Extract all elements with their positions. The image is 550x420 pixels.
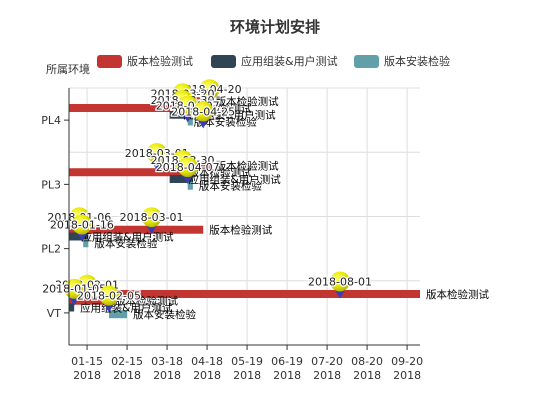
mark-point[interactable]: 2018-04-07 — [155, 156, 221, 184]
bar-label: 版本检验测试 — [189, 166, 252, 179]
x-tick-label: 02-15 — [111, 355, 143, 368]
pin-head — [71, 214, 92, 235]
x-tick-label-year: 2018 — [393, 369, 421, 382]
legend-label: 版本检验测试 — [127, 54, 193, 68]
bar-label: 版本安装检验 — [94, 237, 157, 250]
gantt-bar[interactable] — [69, 225, 204, 234]
pin-label: 2018-04-25 — [171, 105, 235, 118]
x-tick-label: 08-20 — [351, 355, 383, 368]
gantt-bar[interactable] — [169, 174, 193, 183]
bar-label: 应用组装&用户测试 — [189, 173, 282, 186]
gantt-bar[interactable] — [109, 310, 128, 319]
gantt-bar[interactable] — [69, 232, 89, 241]
pin-head — [193, 101, 214, 122]
bar-label: 版本安装检验 — [199, 180, 262, 193]
bar-label: 版本检验测试 — [216, 159, 279, 172]
chart-title: 环境计划安排 — [230, 18, 320, 36]
legend-item[interactable]: 版本检验测试 — [97, 54, 193, 68]
pin-label: 2018-03-01 — [120, 211, 184, 224]
gantt-bar[interactable] — [69, 303, 75, 312]
x-tick-label: 04-18 — [191, 355, 223, 368]
bar-label: 版本检验测试 — [216, 95, 279, 108]
mark-point[interactable]: 2018-04-20 — [176, 79, 243, 107]
mark-point[interactable]: 2018-02-05 — [76, 285, 142, 313]
pin-label: 2018-04-20 — [178, 83, 242, 96]
pin-head — [329, 271, 350, 292]
pin-head — [99, 285, 120, 306]
bar-label: 版本检验测试 — [426, 288, 489, 301]
x-tick-label: 05-19 — [231, 355, 263, 368]
gantt-bar[interactable] — [187, 97, 210, 106]
legend-item[interactable]: 版本安装检验 — [354, 54, 450, 68]
pin-head — [141, 207, 162, 228]
x-tick-label: 01-15 — [71, 355, 103, 368]
gantt-bar[interactable] — [83, 239, 89, 248]
legend: 所属环境 版本检验测试 应用组装&用户测试 版本安装检验 — [46, 54, 450, 76]
mark-point[interactable]: 2018-08-01 — [307, 271, 373, 299]
bar-label: 应用组装&用户测试 — [81, 230, 174, 243]
y-tick-label: PL4 — [41, 114, 61, 127]
bar-label: 版本安装检验 — [133, 308, 196, 321]
legend-swatch — [354, 55, 379, 68]
bar-label: 版本检验测试 — [209, 224, 272, 237]
y-tick-label: PL2 — [41, 243, 61, 256]
y-tick-label: PL3 — [41, 178, 61, 191]
pin-head — [177, 156, 198, 177]
pin-head — [146, 142, 167, 163]
bar-label: 版本检验测试 — [115, 295, 178, 308]
mark-point[interactable]: 2018-04-25 — [170, 101, 236, 129]
gantt-bar[interactable] — [187, 181, 193, 190]
mark-point[interactable]: 2018-03-01 — [118, 207, 185, 235]
legend-label: 应用组装&用户测试 — [241, 54, 338, 68]
gantt-bar[interactable] — [169, 110, 188, 119]
bar-labels: 版本检验测试版本检验测试应用组装&用户测试版本安装检验版本检验测试版本检验测试应… — [80, 95, 489, 321]
pin-label: 2018-04-07 — [156, 161, 220, 174]
x-tick-label-year: 2018 — [113, 369, 141, 382]
x-tick-label-year: 2018 — [153, 369, 181, 382]
gantt-bar[interactable] — [69, 103, 183, 112]
gantt-bar[interactable] — [109, 289, 421, 298]
x-tick-label-year: 2018 — [233, 369, 261, 382]
legend-swatch — [97, 55, 122, 68]
mark-points: 2018-04-202018-03-202018-03-302018-04-07… — [41, 79, 373, 313]
x-tick-label-year: 2018 — [273, 369, 301, 382]
pin-head — [177, 95, 198, 116]
pin-label: 2018-01-05 — [42, 283, 106, 296]
x-tick-label-year: 2018 — [313, 369, 341, 382]
gantt-bar[interactable] — [187, 117, 193, 126]
pin-head — [199, 79, 220, 100]
pin-label: 2018-01-16 — [50, 218, 114, 231]
x-tick-label: 09-20 — [391, 355, 423, 368]
gantt-bar[interactable] — [69, 296, 110, 305]
x-tick-label-year: 2018 — [73, 369, 101, 382]
mark-point[interactable]: 2018-01-16 — [49, 214, 115, 242]
x-tick-label-year: 2018 — [193, 369, 221, 382]
legend-item[interactable]: 应用组装&用户测试 — [211, 54, 338, 68]
gantt-bar[interactable] — [69, 168, 183, 177]
legend-swatch — [211, 55, 236, 68]
pin-label: 2018-02-05 — [77, 289, 141, 302]
pin-label: 2018-08-01 — [308, 275, 372, 288]
y-tick-label: VT — [47, 307, 62, 320]
bar-label: 应用组装&用户测试 — [80, 301, 173, 314]
axes: PL4PL3PL2VT01-15201802-15201803-18201804… — [41, 88, 423, 382]
x-tick-label: 06-19 — [271, 355, 303, 368]
x-tick-label: 03-18 — [151, 355, 183, 368]
x-tick-label: 07-20 — [311, 355, 343, 368]
legend-label: 版本安装检验 — [384, 54, 450, 68]
legend-title: 所属环境 — [46, 62, 90, 76]
x-tick-label-year: 2018 — [353, 369, 381, 382]
